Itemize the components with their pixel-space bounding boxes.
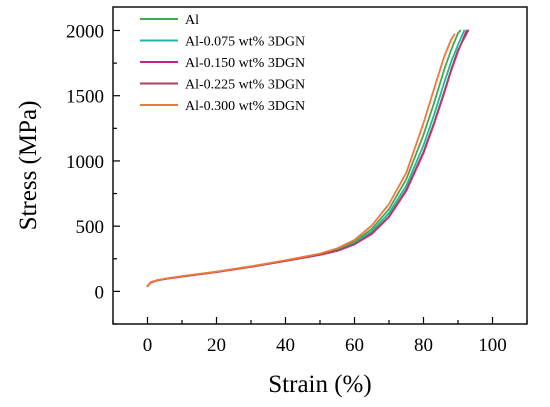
y-tick-label: 500 — [76, 217, 105, 238]
y-tick-label: 1000 — [66, 152, 104, 173]
legend-label-2: Al-0.075 wt% 3DGN — [185, 35, 305, 50]
legend-label-4: Al-0.225 wt% 3DGN — [185, 78, 305, 93]
legend: Al Al-0.075 wt% 3DGN Al-0.150 wt% 3DGN Al-0… — [140, 13, 305, 114]
x-tick-label: 100 — [478, 335, 507, 356]
y-tick-label: 2000 — [66, 21, 104, 42]
x-tick-label: 0 — [143, 335, 153, 356]
series-line-5 — [146, 33, 456, 288]
x-axis-title: Strain (%) — [268, 371, 371, 398]
legend-label-1: Al — [185, 13, 199, 28]
y-tick-label: 0 — [95, 282, 105, 303]
x-tick-label: 60 — [345, 335, 364, 356]
series-layer — [146, 29, 470, 288]
x-tick-label: 20 — [207, 335, 226, 356]
legend-label-3: Al-0.150 wt% 3DGN — [185, 56, 305, 71]
x-tick-label: 80 — [414, 335, 433, 356]
y-tick-label: 1500 — [66, 87, 104, 108]
x-tick-label: 40 — [276, 335, 295, 356]
legend-label-5: Al-0.300 wt% 3DGN — [185, 99, 305, 114]
y-axis-title: Stress (MPa) — [15, 101, 42, 231]
